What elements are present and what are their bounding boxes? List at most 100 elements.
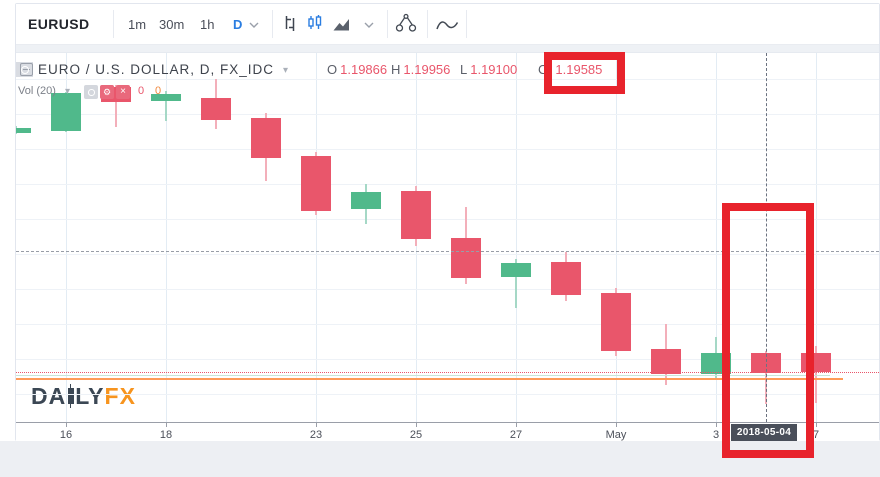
candle-body [451,238,481,278]
x-axis-tick [316,423,317,427]
x-axis-tick [516,423,517,427]
chart-plot-area[interactable]: DA LYFX EURO / U.S. DOLLAR, D, FX_IDC ▾ O… [16,53,879,422]
candle-body [651,349,681,374]
x-axis-tick [416,423,417,427]
last-price-line [16,372,879,373]
annotation-red-box [544,52,625,94]
candle-wick [115,85,117,127]
ohlc-close: C 1.19585 [538,62,602,77]
chart-widget: EURUSD 1m 30m 1h D [15,3,880,441]
series-legend: EURO / U.S. DOLLAR, D, FX_IDC ▾ O 1.19866… [16,62,879,80]
toolbar-separator [272,10,273,38]
x-axis-tick [616,423,617,427]
candle-body [251,118,281,158]
timeframe-chevron-down-icon[interactable] [249,22,259,29]
dailyfx-watermark: DA LYFX [31,383,136,410]
toolbar-separator [113,10,114,38]
watermark-text: LY [75,383,105,409]
low-label: L [460,62,468,77]
area-chart-icon[interactable] [332,16,353,32]
x-axis-tick [166,423,167,427]
toolbar-separator [427,10,428,38]
x-axis-label: May [605,429,627,441]
candle-wick [165,91,167,121]
candle-wick [515,259,517,308]
x-axis-label: 7 [812,429,820,441]
volume-settings-gear-icon[interactable]: ⚙ [100,85,114,99]
grid-line-horizontal [16,149,879,150]
grid-line-vertical [616,53,617,422]
volume-value: 0 [138,85,145,97]
x-axis[interactable]: 16 18 23 25 27 May 3 7 [16,422,879,441]
x-axis-label: 3 [712,429,720,441]
series-chevron-down-icon[interactable]: ▾ [283,65,289,76]
grid-line-vertical [316,53,317,422]
watermark-text-fx: FX [104,383,136,409]
page-background-strip [0,441,880,477]
candles-chart-icon[interactable] [306,14,324,33]
grid-line-horizontal [16,184,879,185]
x-axis-label: 27 [509,429,523,441]
volume-zero-line [16,375,830,376]
high-label: H [391,62,401,77]
grid-line-horizontal [16,254,879,255]
timeframe-30m-button[interactable]: 30m [159,17,185,32]
high-value: 1.19956 [403,62,451,77]
toolbar-separator [387,10,388,38]
candle-body [351,192,381,209]
series-title: EURO / U.S. DOLLAR, D, FX_IDC [38,62,275,77]
logo-candle-icon [67,384,74,408]
crosshair-date-tooltip: 2018-05-04 [731,424,797,441]
candle-body [601,293,631,351]
grid-line-horizontal [16,114,879,115]
wave-line-icon[interactable] [435,18,460,32]
crosshair-horizontal-line [16,251,879,252]
candle-body [301,156,331,211]
candle-body [51,93,81,131]
x-axis-label: 16 [59,429,73,441]
close-value: 1.19585 [555,62,603,77]
ohlc-high: H 1.19956 [391,62,450,77]
x-axis-tick [716,423,717,427]
bars-chart-icon[interactable] [281,14,299,33]
grid-line-horizontal [16,79,879,80]
candle-body [501,263,531,277]
x-axis-tick [66,423,67,427]
compare-scales-icon[interactable] [394,13,418,36]
crosshair-vertical-line [766,53,767,422]
grid-line-vertical [816,53,817,422]
candle-body [151,94,181,101]
volume-indicator-legend: Vol (20) ▾ ⚙ × 0 0 [16,85,879,101]
low-value: 1.19100 [470,62,518,77]
timeframe-d-button[interactable]: D [233,17,243,32]
candle-body [401,191,431,239]
annotation-red-box [722,203,814,458]
volume-ma-value: 0 [155,85,162,97]
x-axis-label: 25 [409,429,423,441]
symbol-button[interactable]: EURUSD [28,16,90,32]
grid-line-horizontal [16,394,879,395]
grid-line-horizontal [16,219,879,220]
area-chart-chevron-down-icon[interactable] [364,22,374,29]
grid-line-vertical [516,53,517,422]
open-label: O [327,62,338,77]
volume-ma-line [16,378,843,380]
grid-line-vertical [66,53,67,422]
x-axis-label: 23 [309,429,323,441]
grid-line-vertical [716,53,717,422]
volume-chevron-down-icon[interactable]: ▾ [65,86,71,97]
volume-visibility-icon[interactable] [84,85,98,99]
x-axis-tick [816,423,817,427]
toolbar-chart-divider [16,45,879,53]
close-label: C [538,62,548,77]
candle-body [551,262,581,295]
grid-line-horizontal [16,324,879,325]
watermark-text: DA [31,383,67,409]
volume-remove-close-icon[interactable]: × [116,85,130,99]
timeframe-1h-button[interactable]: 1h [200,17,215,32]
ohlc-open: O 1.19866 [327,62,387,77]
candle-body [16,128,31,133]
timeframe-1m-button[interactable]: 1m [128,17,147,32]
chart-toolbar: EURUSD 1m 30m 1h D [16,4,879,45]
candle-wick [815,346,817,403]
